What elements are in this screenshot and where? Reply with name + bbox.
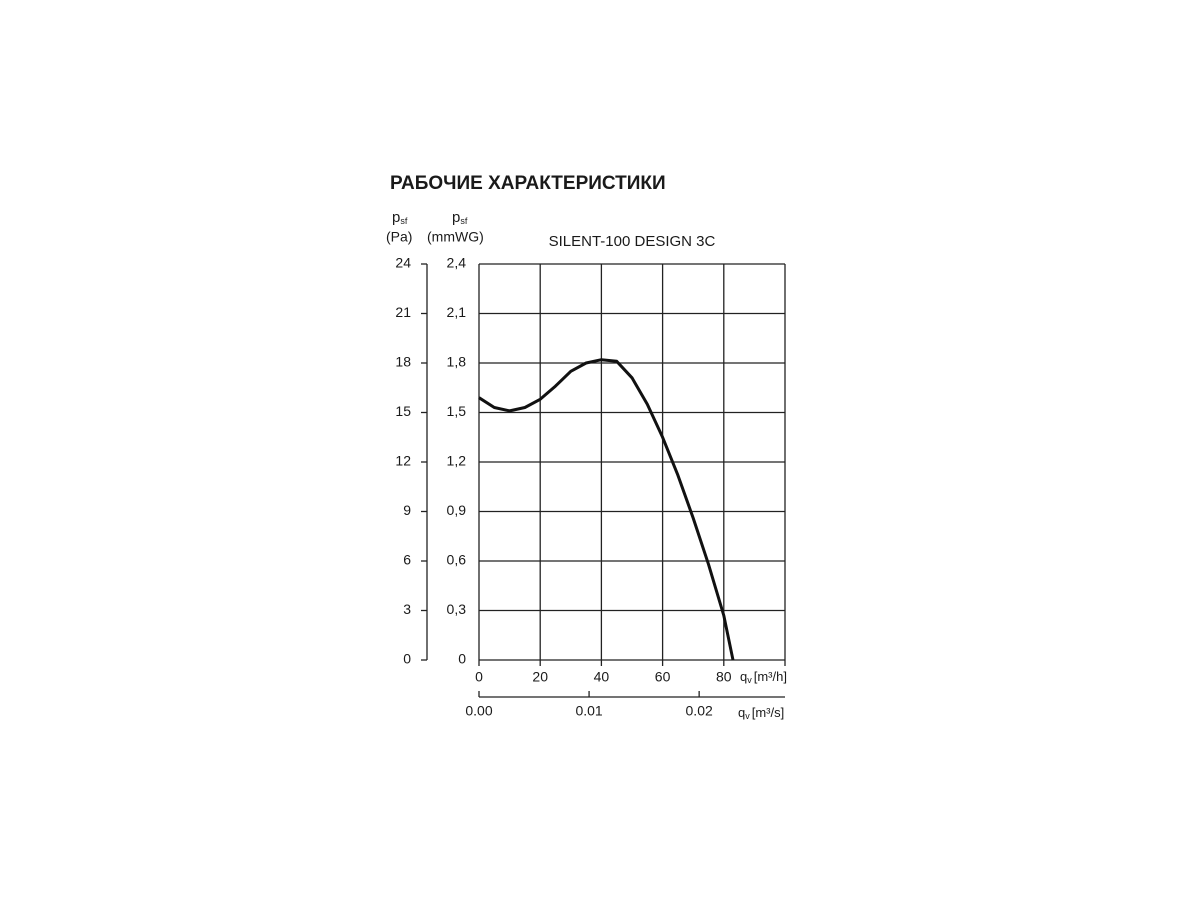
- y-tick-label: 21: [395, 304, 411, 320]
- x-tick-label: 0: [475, 669, 483, 685]
- x-tick-label: 60: [655, 669, 671, 685]
- y-axis-label: psf: [392, 209, 408, 226]
- y-tick-label: 18: [395, 354, 411, 370]
- y2-tick-label: 1,5: [447, 403, 467, 419]
- y-tick-label: 6: [403, 552, 411, 568]
- chart-title: РАБОЧИЕ ХАРАКТЕРИСТИКИ: [390, 173, 666, 194]
- y2-tick-label: 1,2: [447, 453, 467, 469]
- y2-tick-label: 2,1: [447, 304, 467, 320]
- x2-tick-label: 0.01: [575, 703, 602, 719]
- y2-axis-label: psf: [452, 209, 468, 226]
- x-tick-label: 40: [594, 669, 610, 685]
- y2-tick-label: 0,3: [447, 601, 467, 617]
- curve: [478, 358, 735, 661]
- x-tick-label: 80: [716, 669, 732, 685]
- y-tick-label: 3: [403, 601, 411, 617]
- y-tick-label: 9: [403, 502, 411, 518]
- x-axis-label: qv [m³/h]: [740, 669, 787, 685]
- y-tick-label: 24: [395, 255, 411, 271]
- y2-tick-label: 0,9: [447, 502, 467, 518]
- y2-tick-label: 2,4: [447, 255, 467, 271]
- y2-tick-label: 0: [458, 651, 466, 667]
- y-tick-label: 0: [403, 651, 411, 667]
- y-tick-label: 12: [395, 453, 411, 469]
- y-axis-unit: (Pa): [386, 229, 412, 245]
- y-tick-label: 15: [395, 403, 411, 419]
- y2-tick-label: 0,6: [447, 552, 467, 568]
- y2-tick-label: 1,8: [447, 354, 467, 370]
- y2-axis-unit: (mmWG): [427, 229, 484, 245]
- x2-tick-label: 0.02: [686, 703, 713, 719]
- x2-axis-label: qv [m³/s]: [738, 705, 784, 721]
- x2-tick-label: 0.00: [465, 703, 492, 719]
- chart-subtitle: SILENT-100 DESIGN 3C: [549, 233, 716, 250]
- x-tick-label: 20: [532, 669, 548, 685]
